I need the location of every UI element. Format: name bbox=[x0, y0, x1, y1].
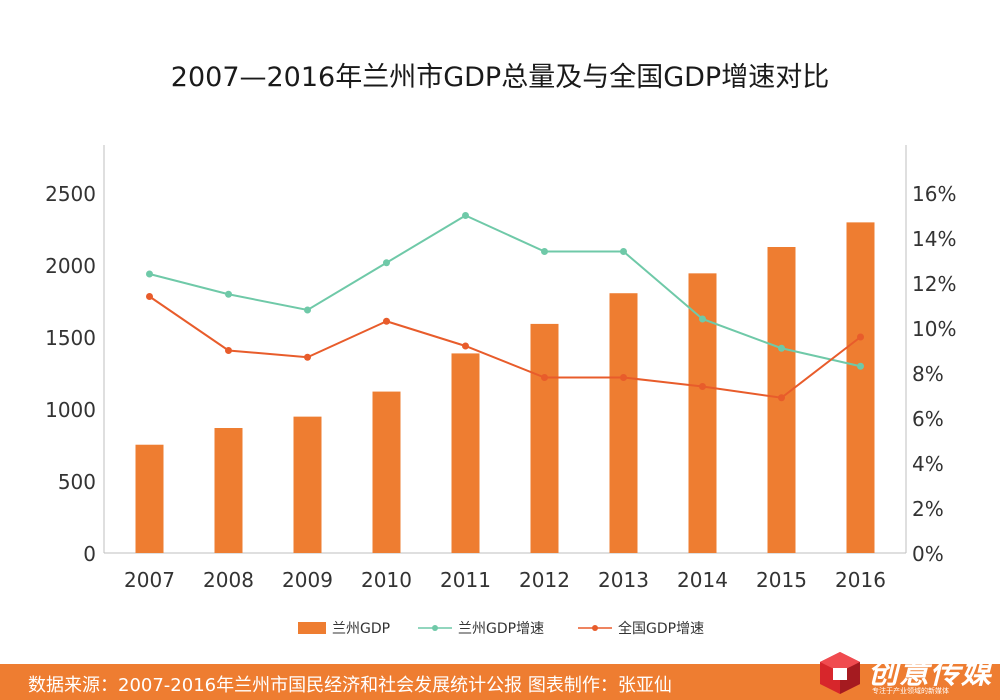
logo-tagline: 专注于产业领域的新媒体 bbox=[872, 687, 949, 695]
y-right-tick-label: 14% bbox=[912, 227, 956, 251]
y-right-tick-label: 10% bbox=[912, 317, 956, 341]
point-national-growth bbox=[857, 333, 864, 341]
point-national-growth bbox=[304, 353, 311, 361]
point-national-growth bbox=[225, 347, 232, 354]
point-national-growth bbox=[146, 293, 153, 300]
point-lanzhou-growth bbox=[304, 306, 311, 314]
point-lanzhou-growth bbox=[857, 362, 864, 370]
point-national-growth bbox=[699, 383, 706, 390]
bar-lanzhou-gdp bbox=[846, 222, 875, 553]
line-national-growth bbox=[148, 295, 862, 399]
y-right-tick-label: 0% bbox=[912, 542, 944, 566]
y-left-tick-label: 2500 bbox=[45, 182, 96, 206]
point-national-growth bbox=[383, 317, 390, 325]
x-tick-label: 2007 bbox=[124, 568, 175, 592]
x-tick-label: 2013 bbox=[598, 568, 649, 592]
bar-lanzhou-gdp bbox=[214, 428, 243, 553]
bar-lanzhou-gdp bbox=[451, 353, 480, 553]
bar-lanzhou-gdp bbox=[609, 293, 638, 553]
x-tick-label: 2010 bbox=[361, 568, 412, 592]
legend-label: 兰州GDP增速 bbox=[458, 621, 544, 637]
point-lanzhou-growth bbox=[778, 344, 785, 352]
point-lanzhou-growth bbox=[699, 315, 706, 323]
x-tick-label: 2009 bbox=[282, 568, 333, 592]
y-left-tick-label: 1500 bbox=[45, 326, 96, 350]
brand-logo: 创意传媒 专注于产业领域的新媒体 bbox=[812, 640, 992, 700]
point-national-growth bbox=[462, 342, 469, 350]
bar-lanzhou-gdp bbox=[135, 444, 164, 553]
y-left-tick-label: 2000 bbox=[45, 254, 96, 278]
point-national-growth bbox=[620, 374, 627, 381]
x-tick-label: 2016 bbox=[835, 568, 886, 592]
point-lanzhou-growth bbox=[541, 248, 548, 255]
y-right-tick-label: 16% bbox=[912, 182, 956, 206]
legend-swatch-bar bbox=[298, 622, 326, 634]
legend-label: 全国GDP增速 bbox=[618, 620, 704, 637]
x-tick-label: 2011 bbox=[440, 568, 491, 592]
line-lanzhou-growth bbox=[149, 214, 861, 368]
y-right-tick-label: 4% bbox=[912, 452, 944, 476]
point-national-growth bbox=[778, 394, 785, 402]
legend-swatch-point bbox=[432, 625, 438, 631]
y-left-tick-label: 500 bbox=[58, 470, 96, 494]
y-right-tick-label: 2% bbox=[912, 497, 944, 521]
brand-cube-icon bbox=[820, 652, 860, 694]
bar-lanzhou-gdp bbox=[688, 273, 717, 553]
y-right-tick-label: 8% bbox=[912, 362, 944, 386]
legend-swatch-point bbox=[592, 625, 598, 631]
legend-label: 兰州GDP bbox=[332, 621, 390, 637]
logo-brand-text: 创意传媒 bbox=[868, 656, 992, 691]
x-tick-label: 2015 bbox=[756, 568, 807, 592]
x-tick-label: 2008 bbox=[203, 568, 254, 592]
y-left-tick-label: 0 bbox=[83, 542, 96, 566]
bar-lanzhou-gdp bbox=[293, 416, 322, 553]
point-lanzhou-growth bbox=[620, 248, 627, 255]
footer-source-text: 数据来源：2007-2016年兰州市国民经济和社会发展统计公报 图表制作：张亚仙 bbox=[28, 675, 672, 696]
x-tick-label: 2014 bbox=[677, 568, 728, 592]
point-lanzhou-growth bbox=[225, 290, 232, 298]
y-right-tick-label: 6% bbox=[912, 407, 944, 431]
x-tick-label: 2012 bbox=[519, 568, 570, 592]
point-national-growth bbox=[541, 374, 548, 381]
point-lanzhou-growth bbox=[383, 259, 390, 267]
bar-lanzhou-gdp bbox=[372, 391, 401, 553]
bar-lanzhou-gdp bbox=[530, 323, 559, 553]
y-left-tick-label: 1000 bbox=[45, 398, 96, 422]
chart-title: 2007—2016年兰州市GDP总量及与全国GDP增速对比 bbox=[171, 62, 829, 93]
y-right-tick-label: 12% bbox=[912, 272, 956, 296]
point-lanzhou-growth bbox=[146, 270, 153, 278]
point-lanzhou-growth bbox=[462, 212, 469, 219]
